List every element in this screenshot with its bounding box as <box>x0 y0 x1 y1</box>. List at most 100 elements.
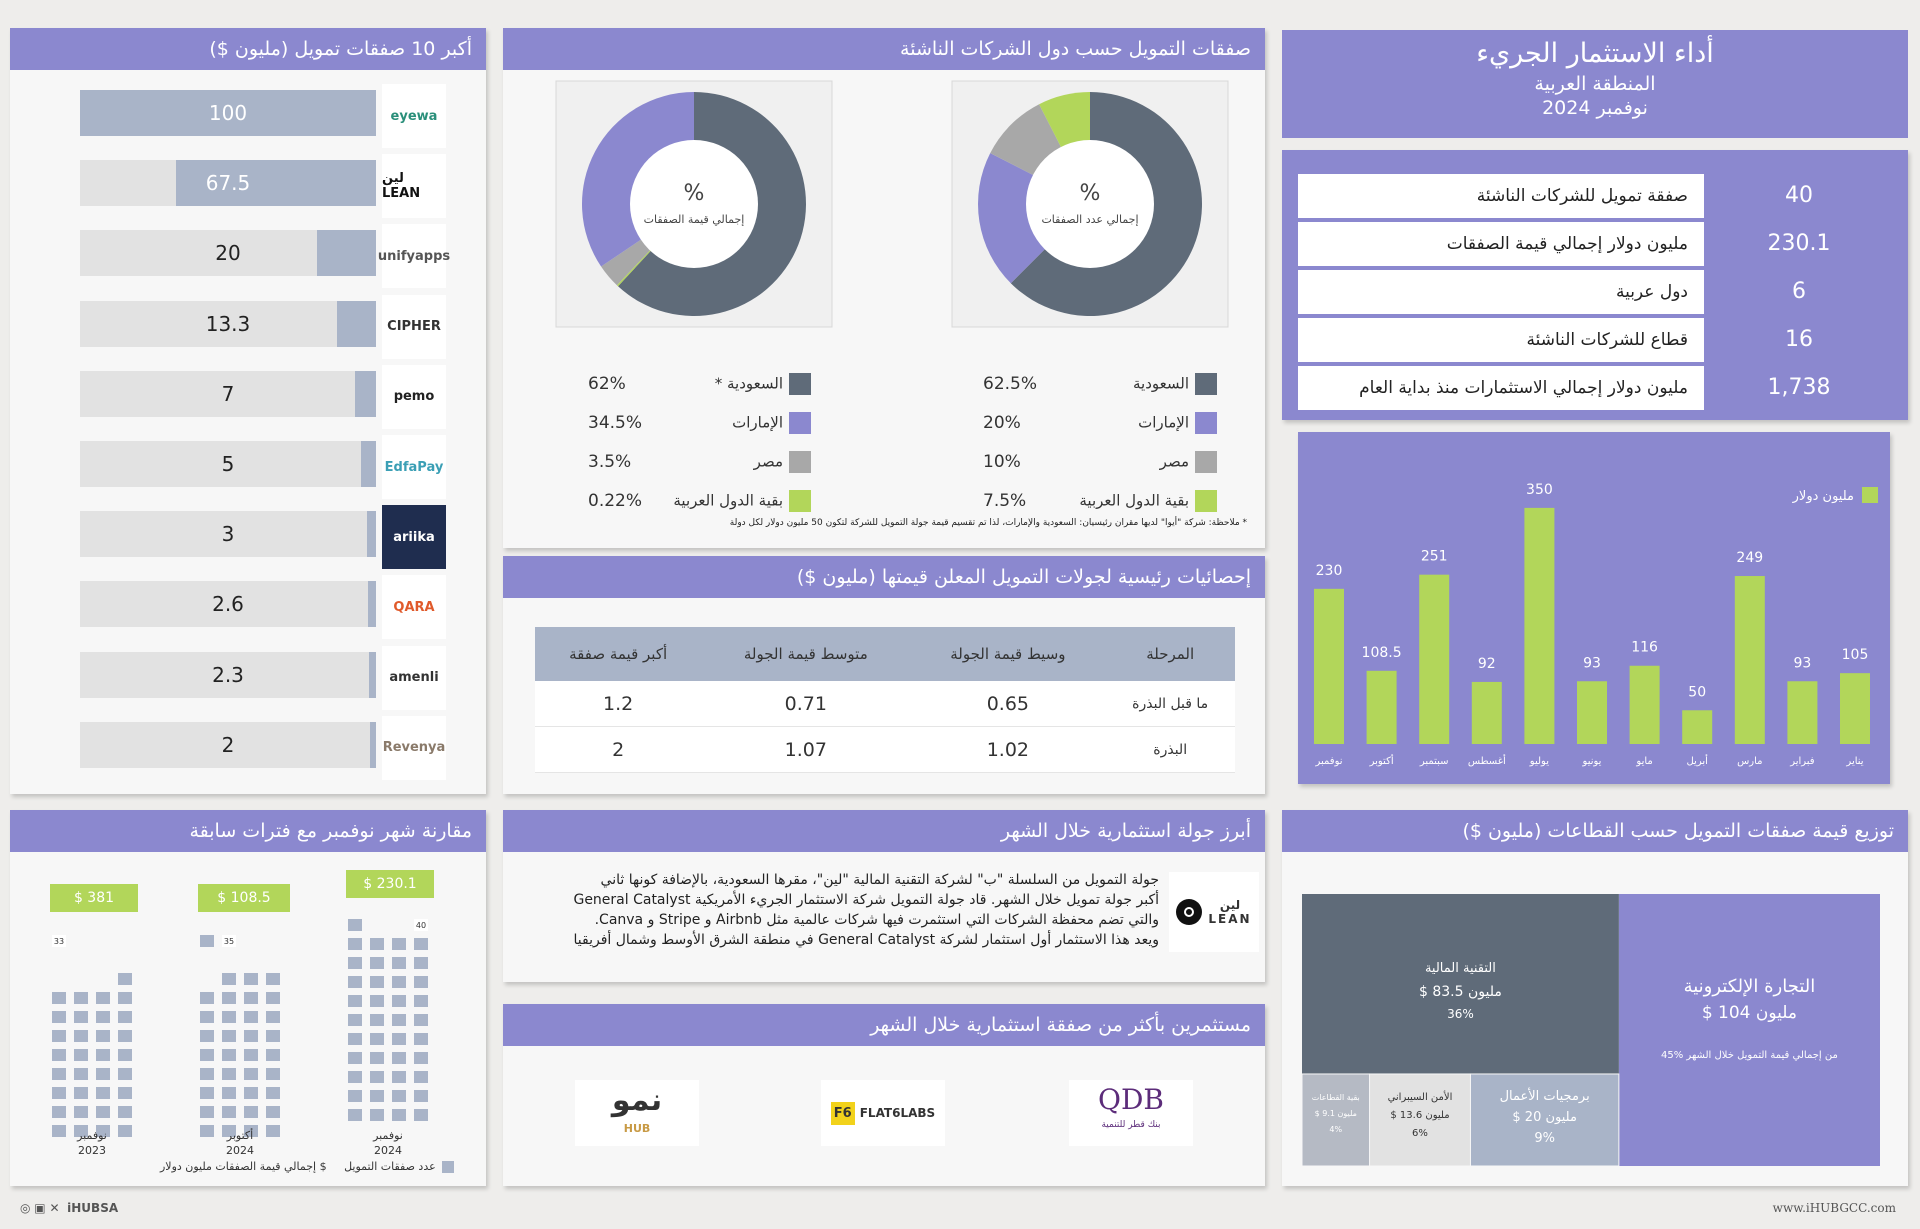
deal-square <box>200 1030 214 1042</box>
deal-square <box>118 1049 132 1061</box>
highlight-text: جولة التمويل من السلسلة "ب" لشركة التقني… <box>519 870 1159 950</box>
investor-logo-qdb: QDB بنك قطر للتنمية <box>1069 1080 1193 1146</box>
legend-swatch <box>789 373 811 395</box>
stat-label: مليون دولار إجمالي قيمة الصفقات <box>1298 222 1704 266</box>
deal-square <box>266 1068 280 1080</box>
treemap-value: $ 20 مليون <box>1512 1110 1577 1125</box>
month-bar <box>1840 673 1870 744</box>
deal-square <box>96 1087 110 1099</box>
top10-bar: 5 <box>80 441 376 487</box>
comparison-title: مقارنة شهر نوفمبر مع فترات سابقة <box>10 810 486 852</box>
deal-square <box>348 1052 362 1064</box>
month-bar <box>1629 665 1660 744</box>
deal-square <box>392 1014 406 1026</box>
deal-square <box>52 1049 66 1061</box>
deal-square <box>266 1106 280 1118</box>
period-year: 2023 <box>78 1144 106 1157</box>
legend-item: الإمارات <box>1138 412 1217 434</box>
deal-square <box>414 1090 428 1102</box>
deal-square <box>370 1052 384 1064</box>
sectors-title: توزيع قيمة صفقات التمويل حسب القطاعات (م… <box>1282 810 1908 852</box>
month-bar <box>1366 670 1397 744</box>
treemap-label: بقية القطاعات <box>1312 1093 1360 1102</box>
legend-swatch <box>1195 373 1217 395</box>
top10-bar: 67.5 <box>80 160 376 207</box>
treemap-cell <box>1369 1073 1471 1167</box>
table-row: ما قبل البذرة 0.65 0.71 1.2 <box>535 681 1235 727</box>
treemap-ecommerce <box>1618 894 1880 1166</box>
deal-square <box>244 935 258 947</box>
top10-panel: أكبر 10 صفقات تمويل (مليون $) 100 eyewa 67… <box>10 28 486 794</box>
deal-square <box>52 992 66 1004</box>
company-logo: ariika <box>382 505 446 570</box>
deal-square <box>414 1052 428 1064</box>
month-bar-label: 92 <box>1478 656 1496 672</box>
investor-sub: بنك قطر للتنمية <box>1101 1120 1161 1130</box>
top10-bar-fill <box>316 230 376 277</box>
comparison-value: $ 230.1 <box>363 876 416 892</box>
deal-square <box>348 1071 362 1083</box>
legend-item: مصر <box>1160 451 1217 473</box>
month-bar <box>1314 588 1344 744</box>
company-logo: unifyapps <box>378 224 450 289</box>
donut-value-chart: % إجمالي قيمة الصفقات <box>555 80 833 328</box>
legend-swatch <box>1195 451 1217 473</box>
period-year: 2024 <box>226 1144 254 1157</box>
legend-item: بقية الدول العربية <box>1079 490 1217 512</box>
company-logo: eyewa <box>382 84 446 148</box>
deal-square <box>222 954 236 966</box>
deal-square <box>348 938 362 950</box>
legend-count-swatch <box>441 1161 454 1173</box>
countries-title: صفقات التمويل حسب دول الشركات الناشئة <box>503 28 1265 70</box>
stat-row: مليون دولار إجمالي الاستثمارات منذ بداية… <box>1298 366 1890 410</box>
value-box <box>50 884 138 912</box>
legend-pct: 62% <box>588 374 626 394</box>
month-tick-label: يونيو <box>1582 756 1602 767</box>
period-year: 2024 <box>374 1144 402 1157</box>
countries-panel: صفقات التمويل حسب دول الشركات الناشئة % … <box>503 28 1265 548</box>
donut-count-center: % <box>1080 181 1101 206</box>
stages-title: إحصائيات رئيسية لجولات التمويل المعلن قي… <box>503 556 1265 598</box>
deal-square <box>118 1068 132 1080</box>
deal-square <box>370 1090 384 1102</box>
deal-count: 33 <box>54 937 64 946</box>
month-bar <box>1577 681 1607 744</box>
top10-bar-fill <box>336 300 376 347</box>
company-logo: amenli <box>382 645 446 710</box>
deal-square <box>74 1030 88 1042</box>
deal-square <box>74 1087 88 1099</box>
company-logo: QARA <box>382 575 446 640</box>
month-bar <box>1524 507 1555 744</box>
stat-label: دول عربية <box>1298 270 1704 314</box>
deal-square <box>118 973 132 985</box>
deal-square <box>52 1068 66 1080</box>
investor-name: FLAT6LABS <box>859 1106 936 1120</box>
deal-square <box>370 938 384 950</box>
investor-sub: HUB <box>623 1122 651 1135</box>
month-tick-label: فبراير <box>1789 756 1815 767</box>
top10-bar: 2.6 <box>80 581 376 628</box>
deal-square <box>74 1068 88 1080</box>
legend-pct: 34.5% <box>588 413 643 433</box>
legend-label: مليون دولار <box>1792 489 1854 504</box>
top10-value: 13.3 <box>205 311 251 336</box>
lean-icon <box>1176 899 1203 925</box>
deal-square <box>74 992 88 1004</box>
deal-square <box>52 1011 66 1023</box>
month-bar-label: 230 <box>1316 563 1343 579</box>
deal-square <box>52 1030 66 1042</box>
top10-title: أكبر 10 صفقات تمويل (مليون $) <box>10 28 486 70</box>
sectors-panel: توزيع قيمة صفقات التمويل حسب القطاعات (م… <box>1282 810 1908 1186</box>
top10-bar-fill <box>370 721 376 768</box>
deal-square <box>244 1125 258 1137</box>
investor-logo-flat6labs: F6 FLAT6LABS <box>821 1080 945 1146</box>
deal-square <box>200 1125 214 1137</box>
legend-country: الإمارات <box>1138 413 1189 432</box>
deal-square <box>244 1106 258 1118</box>
deal-square <box>74 1106 88 1118</box>
deal-square <box>74 973 88 985</box>
legend-pct: 3.5% <box>588 452 632 472</box>
deal-square <box>370 1014 384 1026</box>
stat-row: صفقة تمويل للشركات الناشئة 40 <box>1298 174 1890 218</box>
monthly-panel: مليون دولار 105 يناير 93 فبراير 249 مارس 50 أبر… <box>1298 432 1890 784</box>
